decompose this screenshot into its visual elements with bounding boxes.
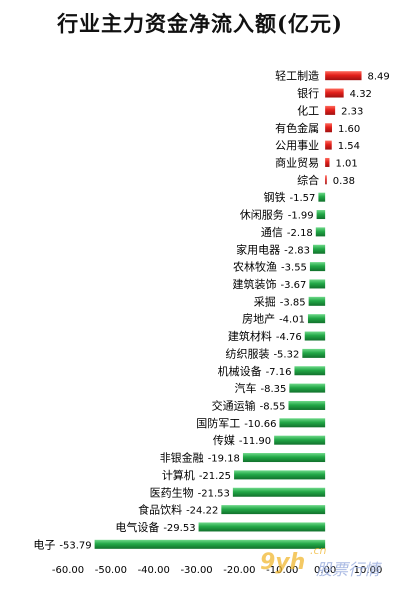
- value-label: 8.49: [368, 72, 390, 83]
- category-label: 化工: [297, 103, 319, 117]
- watermark-domain: .cn: [310, 544, 327, 557]
- category-label: 钢铁: [264, 191, 286, 204]
- value-label: 1.54: [338, 141, 360, 152]
- category-label: 医药生物: [150, 485, 194, 499]
- category-label: 采掘: [254, 294, 276, 308]
- value-label: -10.66: [244, 419, 276, 430]
- bar-12: [309, 279, 326, 289]
- bar-10: [313, 244, 326, 254]
- category-label: 传媒: [213, 434, 235, 447]
- value-label: -19.18: [208, 454, 240, 465]
- category-label: 电子: [33, 538, 55, 551]
- category-label: 休闲服务: [240, 208, 284, 222]
- value-label: -2.83: [284, 245, 310, 256]
- x-tick-label: 10.00: [354, 565, 383, 576]
- bar-2: [325, 105, 336, 115]
- category-label: 农林牧渔: [233, 260, 277, 274]
- bar-4: [325, 140, 332, 150]
- bar-25: [221, 505, 326, 515]
- bar-23: [234, 470, 326, 480]
- bar-24: [232, 487, 326, 497]
- category-label: 食品饮料: [138, 503, 182, 517]
- category-label: 计算机: [162, 468, 195, 482]
- category-label: 通信: [261, 226, 283, 239]
- x-tick-label: -40.00: [138, 565, 170, 576]
- bar-13: [308, 296, 326, 306]
- value-label: -11.90: [239, 436, 271, 447]
- bar-7: [318, 192, 326, 202]
- bar-21: [274, 435, 326, 445]
- category-label: 纺织服装: [225, 346, 269, 360]
- value-label: 2.33: [341, 106, 363, 117]
- bar-18: [289, 383, 326, 393]
- category-label: 银行: [297, 86, 319, 100]
- chart-title: 行业主力资金净流入额(亿元): [57, 11, 343, 36]
- value-label: -4.01: [279, 315, 305, 326]
- value-label: 1.60: [338, 124, 360, 135]
- x-tick-label: 0.00: [314, 565, 336, 576]
- x-tick-label: -20.00: [223, 565, 255, 576]
- value-label: -8.35: [260, 384, 286, 395]
- value-label: -3.85: [280, 297, 306, 308]
- value-label: 4.32: [350, 89, 372, 100]
- x-tick-label: -60.00: [52, 565, 84, 576]
- value-label: -1.57: [290, 193, 316, 204]
- watermark-text: 股票行情: [316, 560, 381, 579]
- bar-8: [316, 210, 326, 220]
- bar-6: [325, 175, 327, 185]
- bar-16: [302, 348, 326, 358]
- x-tick-label: -50.00: [95, 565, 127, 576]
- bar-22: [242, 453, 326, 463]
- value-label: -8.55: [260, 401, 286, 412]
- bar-26: [198, 522, 326, 532]
- category-label: 建筑材料: [228, 329, 272, 343]
- value-label: -3.67: [281, 280, 307, 291]
- bar-11: [309, 262, 326, 272]
- category-label: 有色金属: [275, 121, 319, 135]
- bar-3: [325, 123, 332, 133]
- value-label: -53.79: [59, 540, 91, 551]
- bar-0: [325, 71, 362, 81]
- bar-14: [307, 314, 326, 324]
- value-label: 1.01: [335, 158, 357, 169]
- category-label: 机械设备: [218, 364, 262, 378]
- value-label: -1.99: [288, 211, 314, 222]
- bar-19: [288, 400, 326, 410]
- bar-9: [315, 227, 326, 237]
- bar-1: [325, 88, 344, 98]
- value-label: -21.53: [198, 488, 230, 499]
- category-label: 房地产: [242, 312, 275, 326]
- category-label: 公用事业: [275, 139, 319, 152]
- category-label: 电气设备: [115, 520, 159, 534]
- bar-20: [279, 418, 326, 428]
- bar-15: [304, 331, 326, 341]
- bar-27: [94, 539, 326, 549]
- category-label: 商业贸易: [275, 155, 319, 169]
- category-label: 建筑装饰: [233, 277, 277, 291]
- value-label: -5.32: [273, 349, 299, 360]
- value-label: -3.55: [281, 263, 307, 274]
- watermark-brand: 9yh: [260, 550, 306, 575]
- bar-5: [325, 157, 330, 167]
- category-label: 家用电器: [236, 242, 280, 256]
- value-label: -4.76: [276, 332, 302, 343]
- watermark: 9yh .cn 股票行情: [258, 544, 398, 580]
- value-label: 0.38: [333, 176, 355, 187]
- bar-17: [294, 366, 326, 376]
- value-label: -21.25: [199, 471, 231, 482]
- value-label: -29.53: [163, 523, 195, 534]
- x-tick-label: -30.00: [180, 565, 212, 576]
- category-label: 非银金融: [160, 451, 204, 465]
- category-label: 交通运输: [212, 398, 256, 412]
- value-label: -2.18: [287, 228, 313, 239]
- category-label: 汽车: [234, 381, 256, 395]
- category-label: 国防军工: [196, 416, 240, 430]
- value-label: -24.22: [186, 506, 218, 517]
- value-label: -7.16: [266, 367, 292, 378]
- category-label: 综合: [297, 173, 319, 187]
- x-tick-label: -10.00: [266, 565, 298, 576]
- category-label: 轻工制造: [275, 69, 319, 83]
